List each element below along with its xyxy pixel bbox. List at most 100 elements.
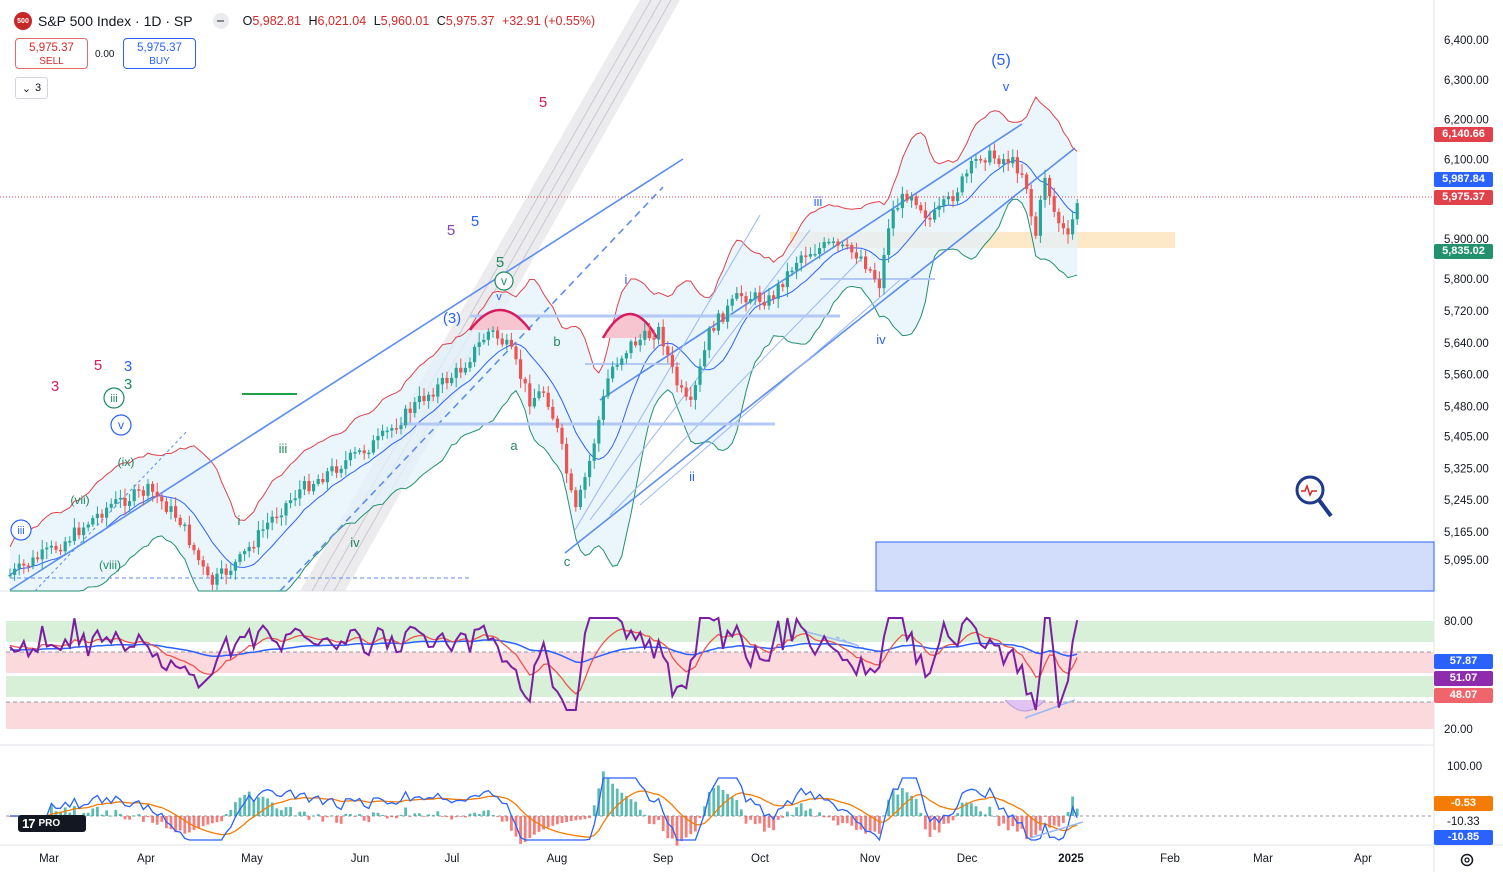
candle-body: [86, 524, 90, 528]
wave-label: (5): [991, 52, 1011, 69]
candle-body: [316, 479, 320, 484]
macd-histogram-bar: [891, 790, 895, 816]
macd-pane[interactable]: [6, 771, 1434, 846]
macd-histogram-bar: [123, 816, 127, 820]
macd-histogram-bar: [160, 816, 164, 822]
macd-histogram-bar: [983, 814, 987, 816]
macd-histogram-bar: [243, 794, 246, 816]
candle-body: [348, 452, 352, 461]
macd-histogram-bar: [381, 814, 384, 816]
indicators-collapse-button[interactable]: ⌄ 3: [15, 77, 48, 99]
time-axis: Mar Apr May Jun Jul Aug Sep Oct Nov Dec 2025 Feb Mar…: [39, 853, 1372, 865]
macd-histogram-bar: [82, 812, 85, 816]
chart-legend-header[interactable]: 500 S&P 500 Index · 1D · SP O5,982.81 H6…: [14, 10, 599, 32]
sell-price: 5,975.37: [29, 42, 74, 54]
macd-histogram-bar: [1052, 816, 1056, 826]
macd-histogram-bar: [661, 816, 665, 832]
candle-body: [275, 516, 279, 519]
candle-body: [178, 517, 182, 526]
symbol-title[interactable]: S&P 500 Index · 1D · SP: [38, 13, 193, 29]
candle-body: [463, 367, 467, 373]
candle-body: [744, 296, 748, 303]
macd-line: [10, 777, 1078, 842]
macd-histogram-bar: [234, 802, 237, 816]
candle-body: [187, 524, 191, 545]
candle-body: [376, 436, 380, 441]
macd-histogram-bar: [339, 816, 343, 824]
macd-histogram-bar: [937, 816, 941, 833]
gear-icon[interactable]: [1459, 852, 1475, 868]
price-axis-label: 5,165.00: [1444, 527, 1489, 539]
time-axis-label: Apr: [137, 853, 155, 865]
candle-body: [951, 196, 955, 202]
candle-body: [808, 254, 812, 257]
candle-body: [141, 490, 145, 496]
macd-histogram-bar: [473, 812, 476, 816]
tradingview-logo[interactable]: 17 PRO: [18, 815, 86, 832]
macd-histogram-bar: [864, 816, 867, 834]
macd-histogram-bar: [689, 816, 693, 835]
symbol-logo-icon: 500: [14, 12, 32, 30]
candle-body: [1025, 174, 1029, 189]
macd-histogram-bar: [588, 816, 591, 819]
candle-body: [928, 217, 932, 220]
candle-body: [146, 483, 150, 496]
price-pane[interactable]: [0, 0, 1435, 592]
macd-histogram-bar: [395, 816, 398, 819]
candle-body: [197, 550, 201, 561]
macd-histogram-bar: [910, 795, 913, 816]
candle-body: [974, 158, 978, 161]
macd-histogram-bar: [905, 792, 909, 816]
candle-body: [132, 489, 136, 502]
candle-body: [532, 398, 536, 407]
candle-body: [942, 199, 946, 206]
minus-icon[interactable]: [212, 13, 229, 29]
candle-body: [841, 244, 845, 247]
candle-body: [1038, 199, 1042, 236]
candle-body: [1006, 159, 1010, 164]
horizontal-levels: [400, 278, 935, 426]
wave-circle: [10, 519, 32, 541]
price-tag: 5,987.84: [1434, 172, 1493, 187]
buy-button[interactable]: 5,975.37 BUY: [123, 38, 196, 69]
wave-label: i: [238, 513, 241, 528]
rsi-pane[interactable]: [6, 616, 1434, 729]
sell-button[interactable]: 5,975.37 SELL: [15, 38, 88, 69]
macd-histogram-bar: [312, 815, 315, 817]
time-axis-label: Jun: [351, 853, 370, 865]
macd-histogram-bar: [427, 814, 430, 816]
macd-histogram-bar: [680, 816, 683, 842]
candle-body: [868, 269, 872, 271]
macd-histogram-bar: [270, 802, 274, 816]
candle-body: [836, 241, 840, 246]
candle-body: [31, 557, 35, 567]
macd-histogram-bar: [772, 816, 775, 831]
candle-body: [72, 527, 76, 541]
macd-histogram-bar: [592, 805, 596, 816]
candle-body: [845, 244, 849, 247]
macd-histogram-bar: [229, 809, 233, 816]
candle-body: [192, 544, 196, 551]
macd-histogram-bar: [192, 816, 196, 830]
macd-tag: -0.53: [1434, 796, 1493, 811]
candle-body: [854, 252, 858, 259]
magnifier-icon[interactable]: [1295, 475, 1333, 518]
wave-label: 3: [124, 376, 132, 393]
candle-body: [151, 483, 155, 492]
candle-body: [560, 427, 564, 444]
logo-pro-label: PRO: [38, 818, 61, 829]
tradingview-icon: 17: [22, 816, 36, 831]
macd-histogram-bar: [215, 816, 219, 823]
price-axis-label: 5,900.00: [1444, 234, 1489, 246]
candle-body: [652, 338, 656, 340]
candle-body: [542, 391, 546, 393]
candle-body: [330, 466, 334, 472]
candle-body: [238, 554, 242, 562]
macd-histogram-bar: [404, 807, 407, 816]
candle-body: [1011, 157, 1015, 164]
candle-body: [390, 428, 394, 431]
macd-histogram-bar: [767, 816, 771, 828]
macd-histogram-bar: [827, 816, 831, 818]
